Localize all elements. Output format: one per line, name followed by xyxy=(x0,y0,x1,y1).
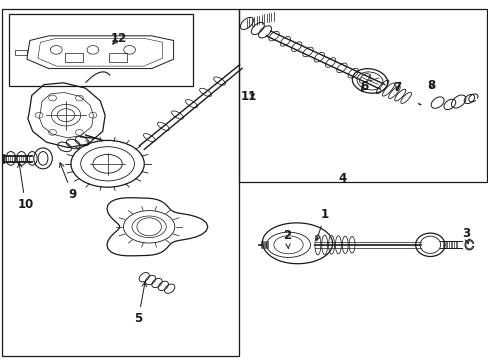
Text: 12: 12 xyxy=(110,32,126,45)
Text: 5: 5 xyxy=(134,282,146,325)
Text: 8: 8 xyxy=(427,79,434,92)
Text: 2: 2 xyxy=(283,229,291,248)
Text: 1: 1 xyxy=(315,208,328,240)
Text: 10: 10 xyxy=(17,163,34,211)
Text: 9: 9 xyxy=(60,163,76,201)
Text: 4: 4 xyxy=(338,172,346,185)
Text: 6: 6 xyxy=(360,80,367,93)
Text: 3: 3 xyxy=(461,227,469,244)
Text: 7: 7 xyxy=(392,81,400,94)
Text: 11: 11 xyxy=(240,90,256,103)
